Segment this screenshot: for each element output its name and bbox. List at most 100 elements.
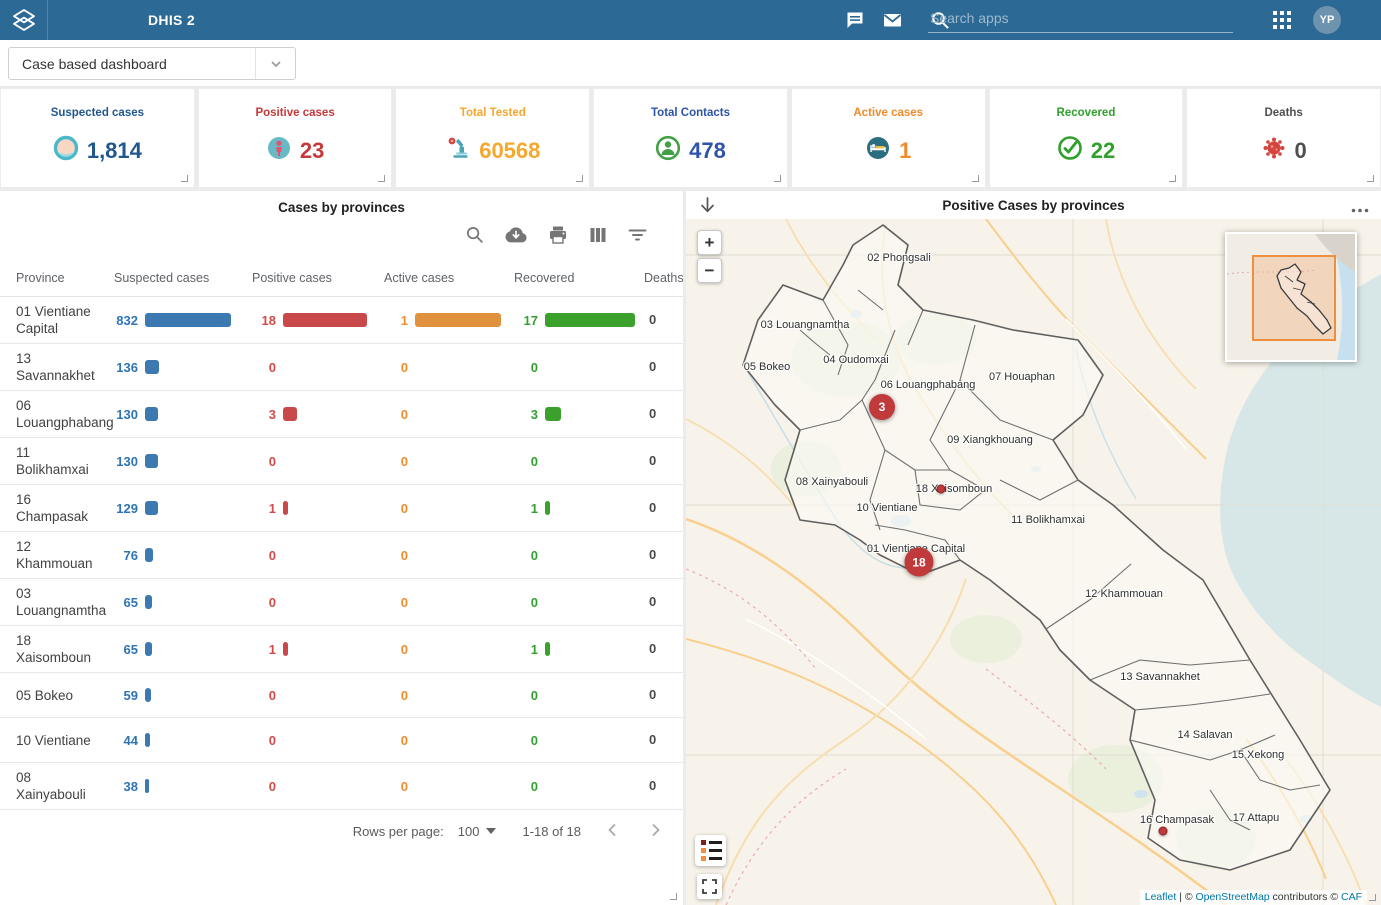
map-attribution: Leaflet | © OpenStreetMap contributors ©… [1140,890,1367,905]
legend-bullet [701,856,706,861]
messages-icon[interactable] [843,8,867,32]
suspected-cell: 38 [114,779,252,794]
fullscreen-button[interactable] [697,874,722,899]
zoom-in-button[interactable]: + [697,230,722,255]
case-cluster-marker[interactable]: 18 [905,548,934,577]
recovered-cell: 0 [514,733,644,748]
hospital-bed-icon [865,135,891,166]
suspected-value: 44 [114,733,138,748]
recovered-cell: 0 [514,688,644,703]
col-header-positive[interactable]: Positive cases [252,271,384,285]
suspected-value: 130 [114,407,138,422]
table-row[interactable]: 10 Vientiane440000 [0,718,683,763]
active-cell: 0 [384,642,514,657]
mail-icon[interactable] [880,8,904,32]
resize-handle[interactable] [1169,175,1176,182]
recovered-value: 1 [514,501,538,516]
map-province-label: 06 Louangphabang [881,379,976,391]
resize-handle[interactable] [378,175,385,182]
table-row[interactable]: 12 Khammouan760000 [0,532,683,579]
dhis2-logo[interactable] [0,0,48,40]
active-value: 0 [384,642,408,657]
active-value: 0 [384,454,408,469]
positive-person-icon [266,135,292,166]
table-search-icon[interactable] [465,225,484,249]
suspected-cell: 59 [114,688,252,703]
col-header-recovered[interactable]: Recovered [514,271,644,285]
deaths-value: 0 [644,778,656,793]
next-page-icon[interactable] [651,823,661,840]
active-cell: 0 [384,501,514,516]
card-positive-cases[interactable]: Positive cases 23 [198,88,393,188]
table-row[interactable]: 03 Louangnamtha650000 [0,579,683,626]
card-active-cases[interactable]: Active cases 1 [791,88,986,188]
col-header-suspected[interactable]: Suspected cases [114,271,252,285]
resize-handle[interactable] [670,893,677,900]
positive-value: 0 [252,779,276,794]
positive-value: 0 [252,548,276,563]
download-arrow-icon[interactable] [699,196,716,219]
case-dot-marker[interactable] [937,485,946,494]
resize-handle[interactable] [774,175,781,182]
table-row[interactable]: 01 Vientiane Capital832181170 [0,297,683,344]
table-row[interactable]: 06 Louangphabang1303030 [0,391,683,438]
card-label: Total Contacts [651,107,730,119]
columns-icon[interactable] [589,226,607,249]
print-icon[interactable] [548,225,568,250]
case-cluster-marker[interactable]: 3 [869,394,895,420]
deaths-cell: 0 [644,593,683,611]
chevron-down-icon [255,48,295,79]
leaflet-link[interactable]: Leaflet [1145,891,1177,903]
table-title: Cases by provinces [0,200,683,215]
filter-icon[interactable] [628,226,647,249]
user-avatar[interactable]: YP [1313,6,1341,34]
suspected-value: 76 [114,548,138,563]
apps-grid-icon[interactable] [1270,8,1294,32]
resize-handle[interactable] [972,175,979,182]
active-value: 0 [384,360,408,375]
col-header-deaths[interactable]: Deaths [644,271,683,285]
deaths-value: 0 [644,500,656,515]
card-total-tested[interactable]: Total Tested 60568 [395,88,590,188]
card-recovered[interactable]: Recovered 22 [989,88,1184,188]
resize-handle[interactable] [181,175,188,182]
overview-inset-map[interactable] [1225,232,1357,362]
openstreetmap-link[interactable]: OpenStreetMap [1196,891,1270,903]
rows-per-page-value: 100 [458,824,480,839]
legend-button[interactable] [695,835,726,866]
suspected-cell: 76 [114,548,252,563]
rows-per-page-select[interactable]: 100 [458,824,497,839]
table-row[interactable]: 08 Xainyabouli380000 [0,763,683,810]
resize-handle[interactable] [576,175,583,182]
table-row[interactable]: 16 Champasak1291010 [0,485,683,532]
table-row[interactable]: 13 Savannakhet1360000 [0,344,683,391]
deaths-cell: 0 [644,499,683,517]
resize-handle[interactable] [1369,894,1376,901]
case-dot-marker[interactable] [1159,827,1168,836]
card-total-contacts[interactable]: Total Contacts 478 [593,88,788,188]
col-header-province[interactable]: Province [0,271,114,285]
table-row[interactable]: 18 Xaisomboun651010 [0,626,683,673]
download-icon[interactable] [505,225,527,250]
card-deaths[interactable]: Deaths 0 [1186,88,1381,188]
col-header-active[interactable]: Active cases [384,271,514,285]
positive-value: 0 [252,733,276,748]
prev-page-icon[interactable] [607,823,617,840]
card-suspected-cases[interactable]: Suspected cases 1,814 [0,88,195,188]
resize-handle[interactable] [1367,175,1374,182]
search-apps-input[interactable] [928,6,1233,33]
suspected-cell: 832 [114,313,252,328]
inset-map-graphic [1227,234,1355,360]
zoom-out-button[interactable]: − [697,258,722,283]
table-row[interactable]: 11 Bolikhamxai1300000 [0,438,683,485]
recovered-bar [545,407,561,421]
dashboard-select[interactable]: Case based dashboard [8,47,296,80]
table-row[interactable]: 05 Bokeo590000 [0,673,683,718]
map-canvas[interactable]: 02 Phongsali03 Louangnamtha05 Bokeo04 Ou… [686,219,1381,905]
rows-per-page-label: Rows per page: [353,824,444,839]
suspected-cell: 44 [114,733,252,748]
more-options-icon[interactable] [1351,200,1369,218]
caf-link[interactable]: CAF [1341,891,1362,903]
suspected-value: 136 [114,360,138,375]
recovered-cell: 0 [514,779,644,794]
